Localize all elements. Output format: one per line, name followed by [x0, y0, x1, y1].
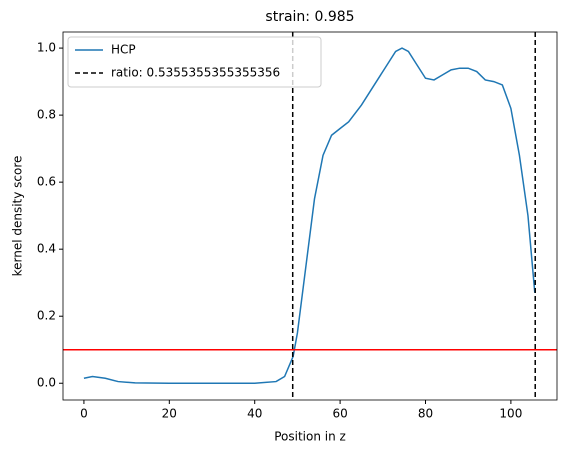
x-tick-label: 20: [162, 407, 177, 421]
legend-box: [67, 36, 322, 88]
x-tick-label: 0: [80, 407, 88, 421]
chart-title: strain: 0.985: [265, 9, 354, 25]
y-tick-label: 1.0: [37, 41, 56, 55]
x-tick-label: 100: [499, 407, 522, 421]
x-tick-label: 40: [247, 407, 262, 421]
y-tick-label: 0.4: [37, 242, 56, 256]
x-axis-label: Position in z: [274, 430, 346, 444]
y-tick-label: 0.8: [37, 108, 56, 122]
y-axis-label: kernel density score: [11, 156, 25, 277]
plot-frame: [62, 31, 558, 401]
legend-label: HCP: [111, 43, 136, 57]
y-tick-label: 0.6: [37, 175, 56, 189]
y-tick-label: 0.2: [37, 309, 56, 323]
data-line: [83, 47, 536, 384]
x-tick-label: 80: [418, 407, 433, 421]
legend-label: ratio: 0.5355355355355356: [111, 66, 280, 80]
x-tick-label: 60: [332, 407, 347, 421]
y-tick-label: 0.0: [37, 376, 56, 390]
